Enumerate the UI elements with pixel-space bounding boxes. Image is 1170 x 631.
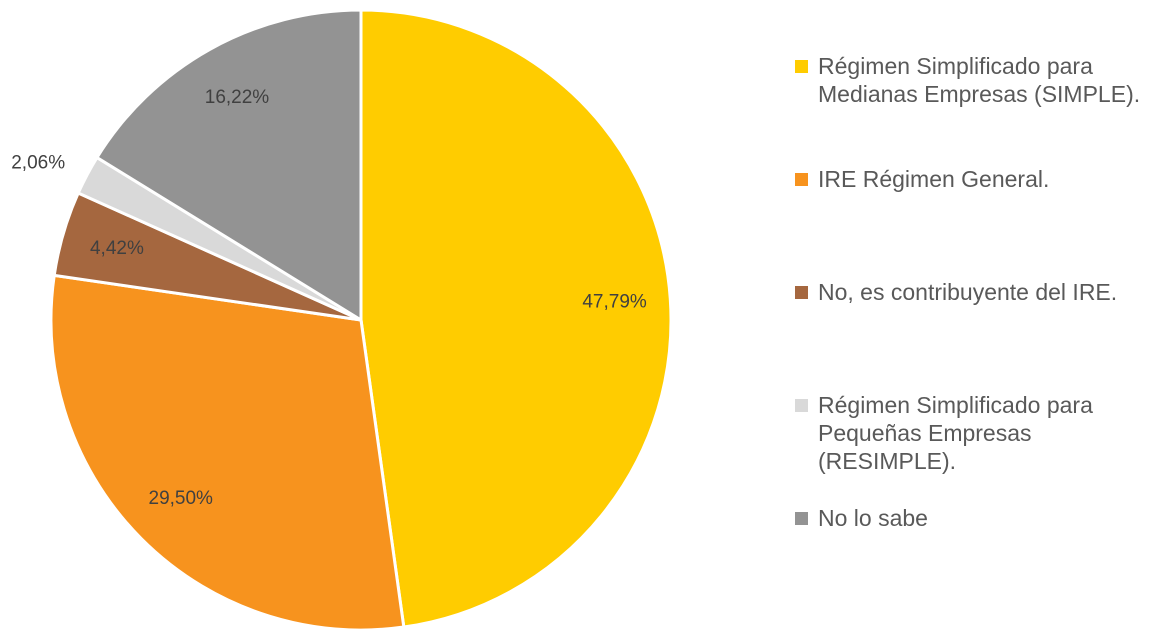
data-label: 47,79% bbox=[582, 291, 647, 312]
data-label: 2,06% bbox=[11, 152, 65, 173]
legend-label: Régimen Simplificado para Pequeñas Empre… bbox=[818, 392, 1093, 474]
legend-label: No, es contribuyente del IRE. bbox=[818, 279, 1118, 305]
legend-label: No lo sabe bbox=[818, 505, 928, 531]
legend-item: No, es contribuyente del IRE. bbox=[795, 278, 1165, 306]
legend-swatch bbox=[795, 399, 808, 412]
legend-swatch bbox=[795, 512, 808, 525]
legend-label: IRE Régimen General. bbox=[818, 166, 1050, 192]
legend-item: Régimen Simplificado para Medianas Empre… bbox=[795, 52, 1165, 108]
data-label: 29,50% bbox=[149, 488, 214, 509]
legend-item: Régimen Simplificado para Pequeñas Empre… bbox=[795, 391, 1165, 475]
legend-swatch bbox=[795, 286, 808, 299]
data-label: 4,42% bbox=[90, 238, 144, 259]
legend-item: No lo sabe bbox=[795, 504, 1165, 532]
pie-slice bbox=[359, 8, 673, 629]
legend-item: IRE Régimen General. bbox=[795, 165, 1165, 193]
pie-slice bbox=[94, 8, 363, 323]
legend-label: Régimen Simplificado para Medianas Empre… bbox=[818, 53, 1141, 107]
legend-swatch bbox=[795, 60, 808, 73]
data-label: 16,22% bbox=[205, 87, 270, 108]
pie-slice bbox=[49, 273, 406, 631]
legend-swatch bbox=[795, 173, 808, 186]
